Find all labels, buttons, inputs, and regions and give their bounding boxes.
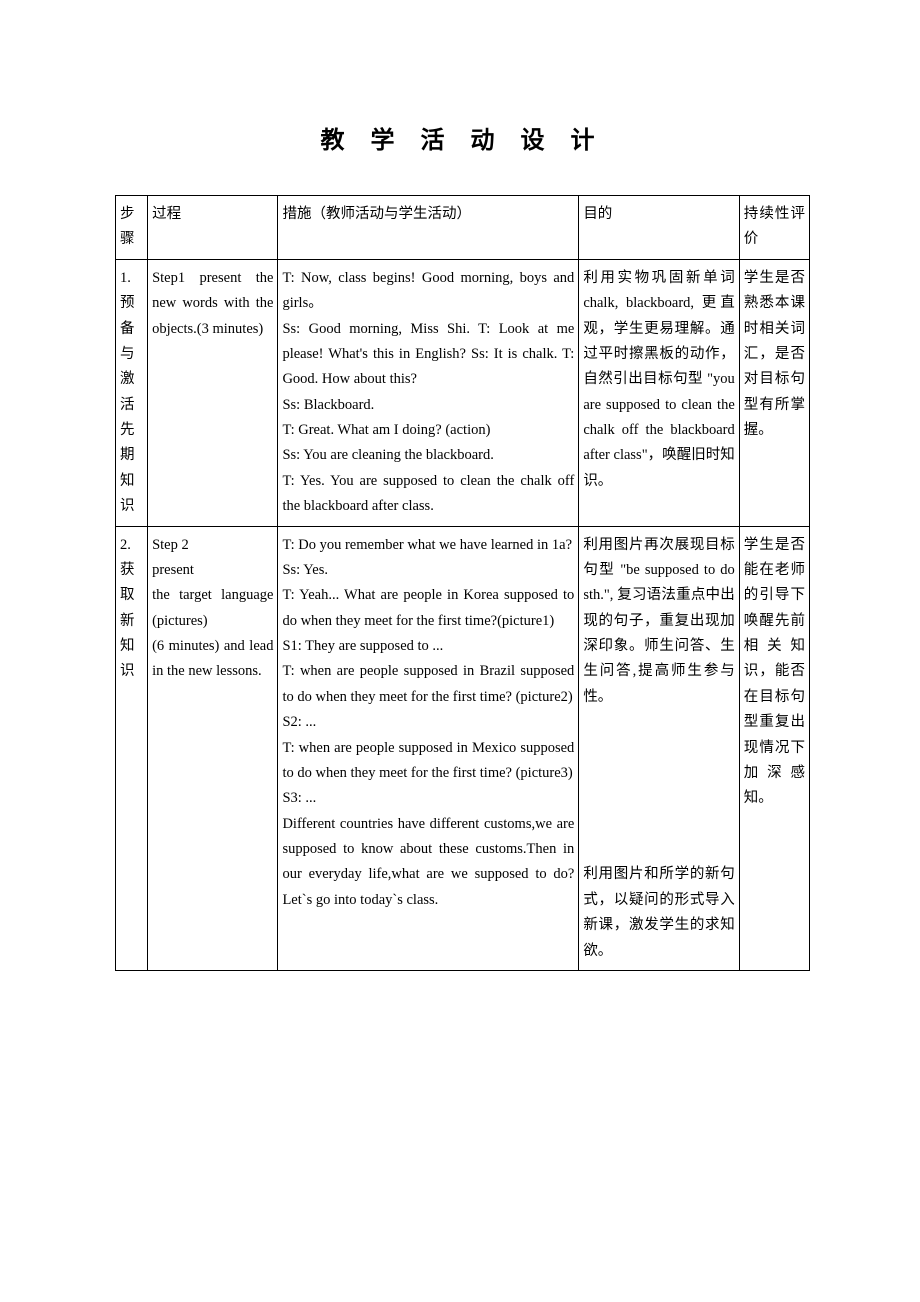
table-row: 1.预备与激活先期知识 Step1 present the new words … xyxy=(116,259,810,526)
cell-purpose: 利用实物巩固新单词 chalk, blackboard, 更直 观，学生更易理解… xyxy=(579,259,739,526)
col-header-process: 过程 xyxy=(148,196,278,260)
cell-process: Step1 present the new words with the obj… xyxy=(148,259,278,526)
cell-process: Step 2presentthe target language (pictur… xyxy=(148,526,278,970)
col-header-evaluation: 持续性评价 xyxy=(739,196,809,260)
cell-step: 1.预备与激活先期知识 xyxy=(116,259,148,526)
cell-measures: T: Do you remember what we have learned … xyxy=(278,526,579,970)
col-header-step: 步骤 xyxy=(116,196,148,260)
lesson-plan-table: 步骤 过程 措施（教师活动与学生活动） 目的 持续性评价 1.预备与激活先期知识… xyxy=(115,195,810,971)
table-row: 2.获取新知识 Step 2presentthe target language… xyxy=(116,526,810,970)
cell-evaluation: 学生是否能在老师的引导下唤醒先前相关知识，能否在目标句型重复出现情况下加深感知。 xyxy=(739,526,809,970)
cell-measures: T: Now, class begins! Good morning, boys… xyxy=(278,259,579,526)
col-header-measures: 措施（教师活动与学生活动） xyxy=(278,196,579,260)
cell-evaluation: 学生是否熟悉本课时相关词汇，是否对目标句型有所掌握。 xyxy=(739,259,809,526)
col-header-purpose: 目的 xyxy=(579,196,739,260)
cell-step: 2.获取新知识 xyxy=(116,526,148,970)
cell-purpose: 利用图片再次展现目标句型 "be supposed to do sth.", 复… xyxy=(579,526,739,970)
page-title: 教 学 活 动 设 计 xyxy=(115,120,810,155)
table-header-row: 步骤 过程 措施（教师活动与学生活动） 目的 持续性评价 xyxy=(116,196,810,260)
